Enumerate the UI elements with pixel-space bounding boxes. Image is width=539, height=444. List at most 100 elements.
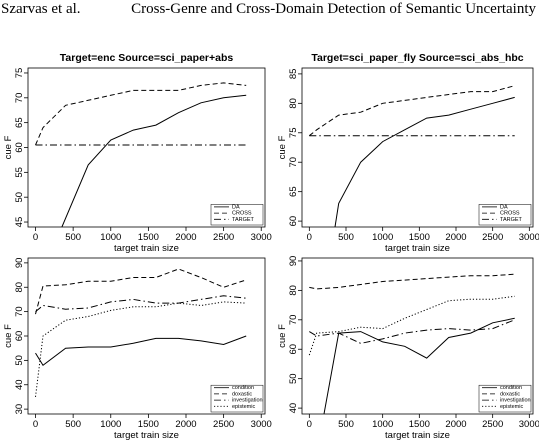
x-axis-label: target train size [385,430,450,441]
x-tick-label: 2000 [445,232,466,243]
running-head-author: Szarvas et al. [1,1,81,17]
chart-panel-3: 0 500 1000 1500 2000 2500 3000 30 40 50 60 70 80 90 ta… [3,258,272,441]
series-line-epistemic [35,301,247,397]
legend-box [210,204,264,226]
y-tick-label: 80 [288,285,299,296]
series-line-DA [61,94,247,227]
series-line-condition [35,335,247,367]
x-tick-label: 1000 [100,419,121,430]
x-tick-label: 2500 [213,419,234,430]
x-axis-label: target train size [114,430,179,441]
legend-label-epistemic: epistemic [500,404,523,410]
series-line-doxastic [309,273,515,290]
y-tick-label: 70 [14,306,25,317]
series-line-investigation [309,319,515,344]
series-line-CROSS [35,82,247,146]
legend-label-condition: condition [232,385,254,391]
legend-label-TARGET: TARGET [232,217,255,223]
x-tick-label: 0 [33,232,38,243]
series-line-DA [334,96,515,227]
chart-title: Target=sci_paper_fly Source=sci_abs_hbc [311,52,523,64]
legend-label-CROSS: CROSS [500,211,520,217]
x-tick-label: 1500 [138,232,159,243]
x-tick-label: 500 [65,419,81,430]
y-tick-label: 40 [14,379,25,390]
series-line-condition [323,317,515,414]
series-line-investigation [35,295,247,312]
legend-label-doxastic: doxastic [232,391,252,397]
x-tick-label: 3000 [519,232,539,243]
x-tick-label: 3000 [519,419,539,430]
legend-box [478,384,532,413]
x-tick-label: 1000 [372,419,393,430]
x-tick-label: 0 [307,419,312,430]
x-tick-label: 1000 [100,232,121,243]
y-tick-label: 65 [288,186,299,197]
legend-label-investigation: investigation [500,398,531,404]
series-group [308,85,515,227]
x-tick-label: 2500 [213,232,234,243]
y-tick-label: 45 [14,217,25,228]
x-tick-label: 3000 [251,232,272,243]
x-tick-label: 2000 [175,232,196,243]
x-tick-label: 1000 [372,232,393,243]
plot-frame [301,67,534,228]
y-axis-label: cue F [277,135,288,159]
chart-panel-2: Target=sci_paper_fly Source=sci_abs_hbc 0… [277,52,539,254]
x-tick-label: 0 [307,232,312,243]
chart-title: Target=enc Source=sci_paper+abs [60,52,234,64]
legend-label-DA: DA [500,204,508,210]
y-tick-label: 50 [14,355,25,366]
x-tick-label: 1500 [138,419,159,430]
series-line-doxastic [35,268,247,315]
chart-panel-1: Target=enc Source=sci_paper+abs 0 500 1000 1… [3,52,272,254]
y-tick-label: 60 [288,344,299,355]
y-axis-label: cue F [277,324,288,348]
legend-box [478,204,532,226]
y-axis-label: cue F [3,324,14,348]
x-tick-label: 500 [338,419,354,430]
y-axis-label: cue F [3,135,14,159]
y-tick-label: 60 [14,331,25,342]
series-group [35,82,247,227]
x-tick-label: 500 [65,232,81,243]
y-tick-label: 70 [288,315,299,326]
x-tick-label: 1500 [409,232,430,243]
x-tick-label: 2000 [445,419,466,430]
y-tick-label: 55 [14,167,25,178]
x-tick-label: 3000 [251,419,272,430]
y-tick-label: 40 [288,403,299,414]
y-tick-label: 50 [288,373,299,384]
y-tick-label: 85 [288,69,299,80]
plot-frame [27,67,266,228]
y-tick-label: 60 [288,216,299,227]
legend-label-TARGET: TARGET [500,217,523,223]
x-tick-label: 2000 [175,419,196,430]
y-tick-label: 30 [14,404,25,415]
x-axis-label: target train size [385,243,450,254]
series-line-CROSS [308,85,515,137]
x-tick-label: 1500 [409,419,430,430]
y-tick-label: 80 [14,282,25,293]
legend-label-doxastic: doxastic [500,391,520,397]
x-tick-label: 2500 [482,419,503,430]
legend-label-CROSS: CROSS [232,211,252,217]
y-tick-label: 75 [288,127,299,138]
legend-label-investigation: investigation [232,398,263,404]
plot-frame [301,257,534,415]
series-line-epistemic [308,295,515,356]
x-tick-label: 2500 [482,232,503,243]
y-tick-label: 75 [14,68,25,79]
y-tick-label: 50 [14,192,25,203]
x-axis-label: target train size [114,243,179,254]
running-head-title: Cross-Genre and Cross-Domain Detection o… [131,1,536,17]
series-group [308,273,515,414]
y-tick-label: 90 [14,258,25,269]
legend-label-condition: condition [500,385,522,391]
